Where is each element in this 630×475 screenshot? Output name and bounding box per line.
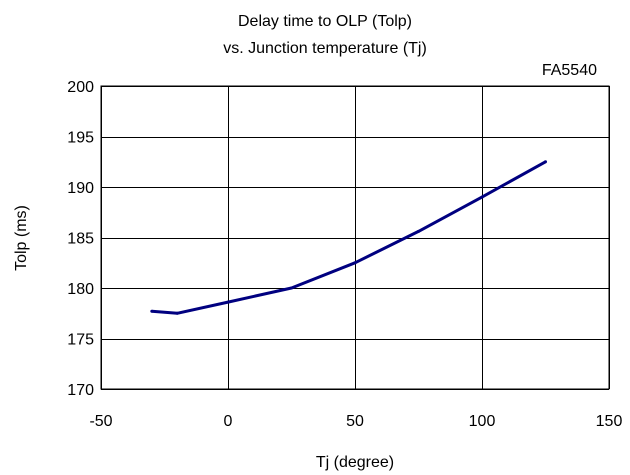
- y-axis-label: Tolp (ms): [13, 205, 30, 271]
- plot-area-frame: [100, 85, 610, 390]
- x-tick-label: 50: [346, 413, 364, 430]
- data-point: [544, 160, 547, 164]
- data-point: [150, 309, 154, 313]
- y-tick-label: 180: [67, 281, 94, 298]
- x-tick-label: 0: [224, 413, 233, 430]
- y-axis-ticks: 170 175 180 185 190 195 200: [67, 79, 94, 399]
- chart-subtitle: vs. Junction temperature (Tj): [223, 40, 427, 57]
- data-point: [226, 300, 230, 304]
- x-axis-ticks: -50 0 50 100 150: [89, 413, 622, 430]
- x-tick-label: 100: [469, 413, 496, 430]
- x-tick-label: -50: [89, 413, 112, 430]
- y-tick-label: 175: [67, 332, 94, 349]
- x-tick-label: 150: [596, 413, 623, 430]
- data-point: [480, 195, 484, 199]
- y-tick-label: 190: [67, 180, 94, 197]
- series-line: [151, 160, 547, 315]
- grid-lines: [101, 86, 610, 390]
- y-tick-label: 200: [67, 79, 94, 96]
- data-point: [175, 311, 179, 315]
- data-point: [290, 286, 293, 290]
- y-tick-label: 170: [67, 382, 94, 399]
- data-point: [417, 229, 420, 233]
- data-point: [353, 261, 357, 265]
- x-axis-label: Tj (degree): [316, 454, 394, 471]
- chart-title: Delay time to OLP (Tolp): [238, 13, 412, 30]
- series-layer: [150, 160, 547, 315]
- y-tick-label: 185: [67, 231, 94, 248]
- y-tick-label: 195: [67, 130, 94, 147]
- chart-annotation: FA5540: [542, 62, 597, 79]
